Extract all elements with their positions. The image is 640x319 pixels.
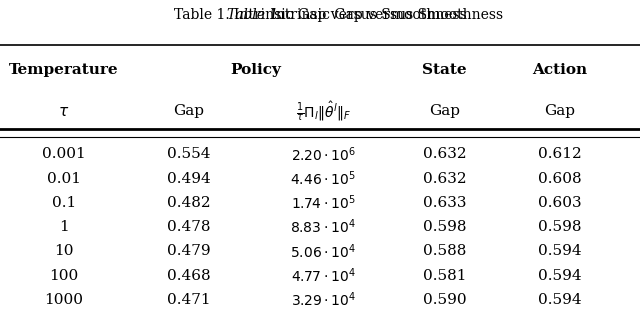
Text: $4.77\cdot 10^{4}$: $4.77\cdot 10^{4}$	[291, 266, 356, 285]
Text: $5.06\cdot 10^{4}$: $5.06\cdot 10^{4}$	[290, 242, 356, 261]
Text: 0.590: 0.590	[423, 293, 467, 307]
Text: 0.594: 0.594	[538, 269, 582, 283]
Text: 0.588: 0.588	[423, 244, 467, 258]
Text: 0.632: 0.632	[423, 147, 467, 161]
Text: 1: 1	[59, 220, 69, 234]
Text: $4.46\cdot 10^{5}$: $4.46\cdot 10^{5}$	[290, 169, 356, 188]
Text: Temperature: Temperature	[9, 63, 119, 77]
Text: 0.554: 0.554	[167, 147, 211, 161]
Text: $8.83\cdot 10^{4}$: $8.83\cdot 10^{4}$	[291, 218, 356, 236]
Text: 0.594: 0.594	[538, 293, 582, 307]
Text: Gap: Gap	[429, 104, 460, 118]
Text: Intrinsic Gap versus Smoothness: Intrinsic Gap versus Smoothness	[266, 8, 503, 22]
Text: 0.603: 0.603	[538, 196, 582, 210]
Text: 0.612: 0.612	[538, 147, 582, 161]
Text: 0.478: 0.478	[167, 220, 211, 234]
Text: 1000: 1000	[45, 293, 83, 307]
Text: Table 1.: Table 1.	[227, 8, 283, 22]
Text: Policy: Policy	[230, 63, 282, 77]
Text: 0.594: 0.594	[538, 244, 582, 258]
Text: 0.633: 0.633	[423, 196, 467, 210]
Text: 0.001: 0.001	[42, 147, 86, 161]
Text: Action: Action	[532, 63, 588, 77]
Text: 10: 10	[54, 244, 74, 258]
Text: $\frac{1}{\tau}\Pi_l\|\hat{\theta}^l\|_F$: $\frac{1}{\tau}\Pi_l\|\hat{\theta}^l\|_F…	[296, 100, 351, 122]
Text: 0.598: 0.598	[538, 220, 582, 234]
Text: 0.608: 0.608	[538, 172, 582, 186]
Text: 0.598: 0.598	[423, 220, 467, 234]
Text: 0.468: 0.468	[167, 269, 211, 283]
Text: 0.581: 0.581	[423, 269, 467, 283]
Text: 100: 100	[49, 269, 79, 283]
Text: $3.29\cdot 10^{4}$: $3.29\cdot 10^{4}$	[291, 291, 356, 309]
Text: 0.01: 0.01	[47, 172, 81, 186]
Text: $2.20\cdot 10^{6}$: $2.20\cdot 10^{6}$	[291, 145, 356, 164]
Text: State: State	[422, 63, 467, 77]
Text: 0.482: 0.482	[167, 196, 211, 210]
Text: 0.494: 0.494	[167, 172, 211, 186]
Text: $\tau$: $\tau$	[58, 103, 70, 119]
Text: 0.471: 0.471	[167, 293, 211, 307]
Text: Gap: Gap	[545, 104, 575, 118]
Text: 0.632: 0.632	[423, 172, 467, 186]
Text: 0.1: 0.1	[52, 196, 76, 210]
Text: 0.479: 0.479	[167, 244, 211, 258]
Text: Gap: Gap	[173, 104, 204, 118]
Text: Table 1. Intrinsic Gap versus Smoothness: Table 1. Intrinsic Gap versus Smoothness	[173, 8, 467, 22]
Text: $1.74\cdot 10^{5}$: $1.74\cdot 10^{5}$	[291, 194, 356, 212]
